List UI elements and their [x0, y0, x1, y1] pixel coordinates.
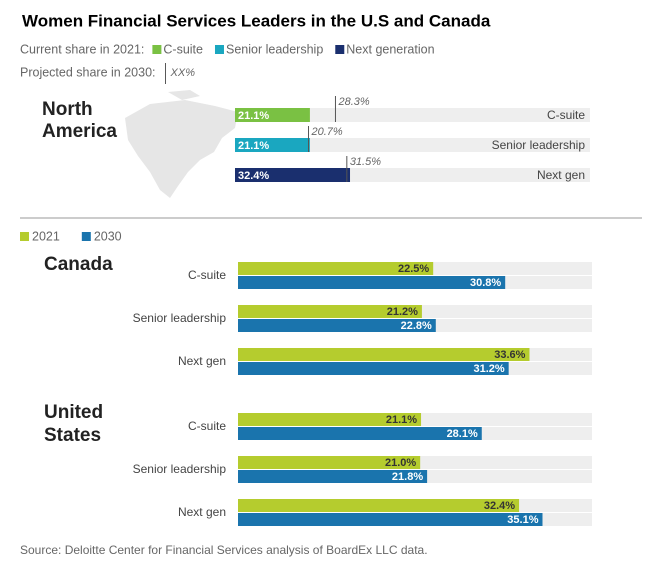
region-title: United States — [44, 402, 108, 446]
projection-label: 31.5% — [350, 156, 381, 168]
value-label: 32.4% — [484, 500, 515, 512]
value-label: 22.8% — [401, 320, 432, 332]
legend-title: Projected share in 2030: — [20, 65, 156, 79]
region-title-line: States — [44, 425, 101, 446]
legend-label: 2030 — [94, 229, 122, 243]
legend-sample: XX% — [170, 67, 196, 79]
bar — [238, 319, 436, 332]
region-title-line: Canada — [44, 254, 113, 275]
bar — [238, 470, 428, 483]
legend-title: Current share in 2021: — [20, 42, 144, 56]
category-label: Next gen — [537, 168, 585, 182]
bar-track — [235, 108, 590, 122]
legend-swatch — [335, 45, 345, 54]
bar — [235, 138, 310, 152]
category-label: Senior leadership — [133, 462, 227, 476]
legend-label: Senior leadership — [226, 42, 323, 56]
value-label: 30.8% — [470, 277, 501, 289]
bar — [238, 499, 520, 512]
bar — [235, 108, 310, 122]
projection-label: 28.3% — [337, 96, 369, 108]
bar — [238, 513, 543, 526]
region-title-line: North — [42, 99, 98, 120]
bar — [238, 348, 530, 361]
legend-swatch — [81, 232, 91, 241]
value-label: 21.1% — [238, 140, 269, 152]
value-label: 31.2% — [473, 363, 504, 375]
value-label: 28.1% — [447, 428, 478, 440]
bar — [238, 362, 509, 375]
source: Source: Deloitte Center for Financial Se… — [20, 543, 428, 557]
bar — [238, 262, 434, 275]
bar — [238, 456, 421, 469]
value-label: 21.2% — [387, 306, 418, 318]
value-label: 21.1% — [238, 110, 269, 122]
category-label: Next gen — [178, 505, 226, 519]
value-label: 21.1% — [386, 414, 417, 426]
value-label: 21.0% — [385, 457, 416, 469]
value-label: 22.5% — [398, 263, 429, 275]
bar — [238, 305, 422, 318]
category-label: C-suite — [188, 419, 226, 433]
projection-label: 20.7% — [310, 126, 342, 138]
bar — [238, 413, 422, 426]
region-title-line: America — [42, 121, 117, 142]
legend-swatch — [152, 45, 162, 54]
bar — [238, 427, 482, 440]
legend-swatch — [214, 45, 224, 54]
bar-track — [235, 138, 590, 152]
region-title-line: United — [44, 402, 108, 423]
value-label: 21.8% — [392, 471, 423, 483]
bar — [235, 168, 351, 182]
legend-label: C-suite — [163, 42, 203, 56]
value-label: 33.6% — [494, 349, 525, 361]
category-label: C-suite — [547, 108, 585, 122]
category-label: C-suite — [188, 268, 226, 282]
chart-title: Women Financial Services Leaders in the … — [22, 11, 491, 30]
legend-label: 2021 — [32, 229, 60, 243]
legend-swatch — [20, 232, 29, 241]
legend-label: Next generation — [346, 42, 434, 56]
region-title: Canada — [44, 254, 113, 275]
category-label: Senior leadership — [133, 311, 227, 325]
region-title: North America — [42, 99, 117, 142]
category-label: Senior leadership — [492, 138, 586, 152]
bar — [238, 276, 506, 289]
value-label: 35.1% — [507, 514, 538, 526]
map — [125, 90, 238, 198]
value-label: 32.4% — [238, 170, 269, 182]
category-label: Next gen — [178, 354, 226, 368]
